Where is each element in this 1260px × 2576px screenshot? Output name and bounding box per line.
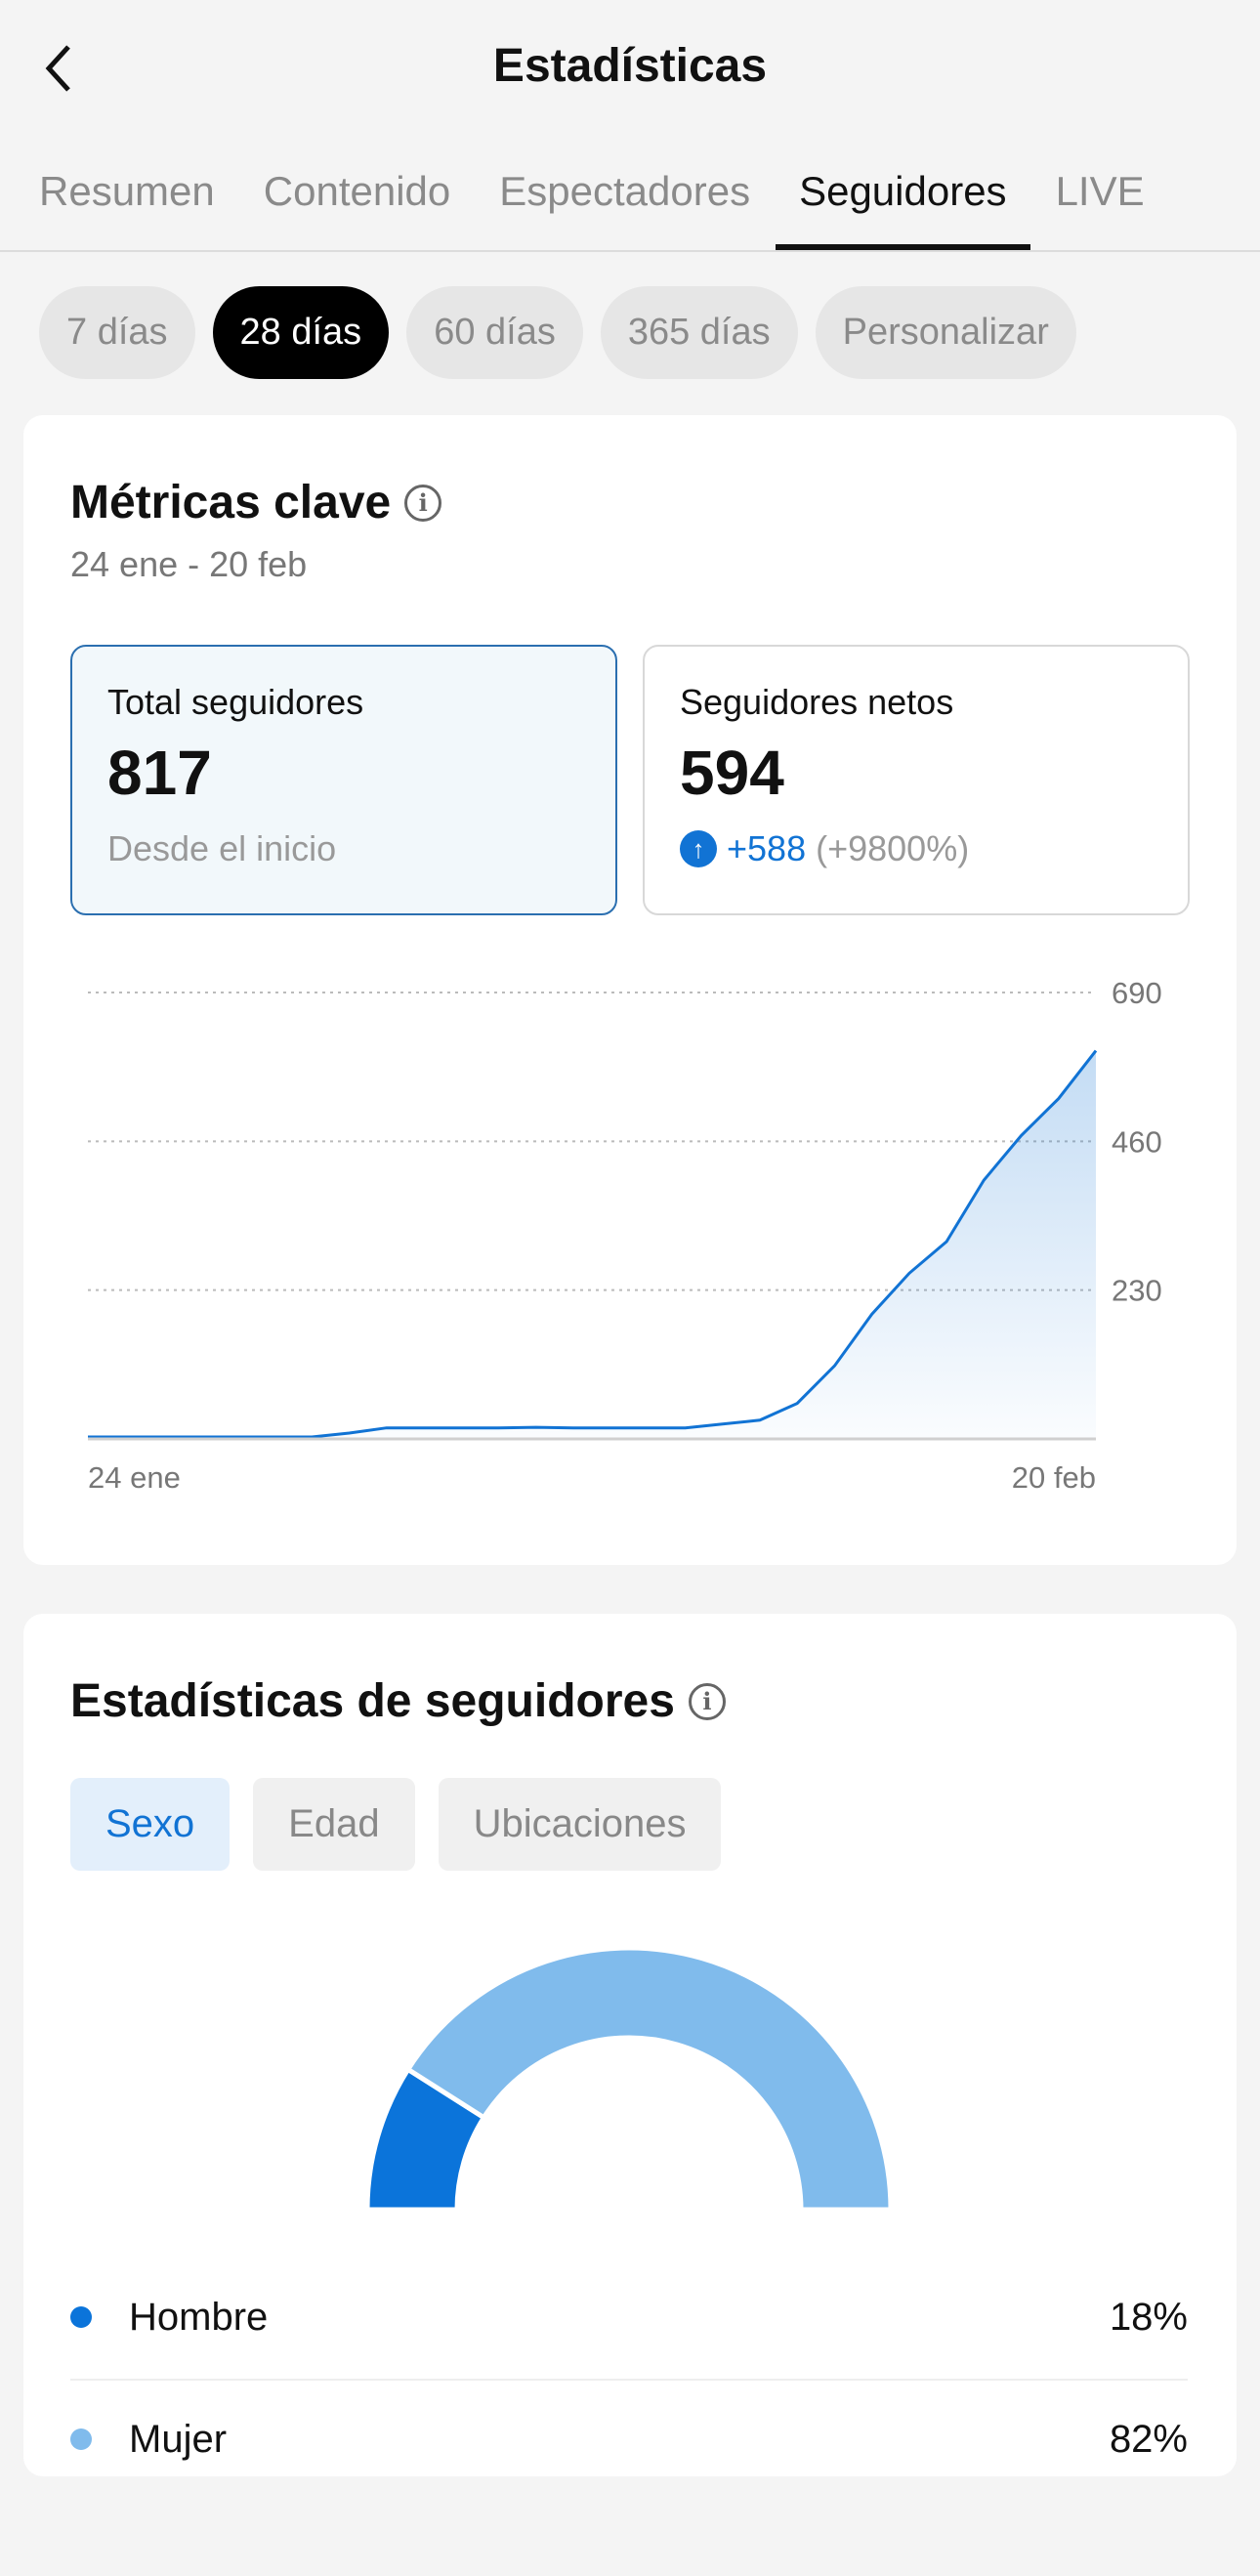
tab-ubicaciones[interactable]: Ubicaciones <box>438 1778 722 1871</box>
key-metrics-card: Métricas clave i 24 ene - 20 feb Total se… <box>23 415 1237 1565</box>
total-followers-box[interactable]: Total seguidores 817 Desde el inicio <box>70 645 617 915</box>
net-followers-label: Seguidores netos <box>680 682 954 722</box>
chip-custom[interactable]: Personalizar <box>815 286 1076 379</box>
page-title: Estadísticas <box>492 40 768 92</box>
key-metrics-title: Métricas clave <box>70 477 392 528</box>
y-tick-label: 230 <box>1112 1274 1162 1308</box>
net-delta: +588 <box>727 828 807 868</box>
chip-28-days[interactable]: 28 días <box>212 286 390 379</box>
info-icon[interactable]: i <box>404 484 442 522</box>
chart-line <box>88 1049 1098 1439</box>
tab-espectadores[interactable]: Espectadores <box>499 168 751 214</box>
chip-7-days[interactable]: 7 días <box>39 286 195 379</box>
x-tick-label: 20 feb <box>1012 1460 1096 1495</box>
legend-item-hombre: Hombre 18% <box>70 2259 1188 2376</box>
legend-item-mujer: Mujer 82% <box>70 2381 1188 2498</box>
mujer-dot <box>70 2428 92 2450</box>
back-arrow-icon[interactable] <box>39 39 88 98</box>
chip-60-days[interactable]: 60 días <box>406 286 583 379</box>
range-chips: 7 días 28 días 60 días 365 días Personal… <box>39 286 1231 379</box>
follower-stats-heading: Estadísticas de seguidores i <box>70 1674 726 1728</box>
legend-label: Mujer <box>129 2417 228 2461</box>
tab-seguidores[interactable]: Seguidores <box>776 164 1031 250</box>
follower-stats-title: Estadísticas de seguidores <box>70 1675 675 1727</box>
chart-area <box>88 1050 1096 1439</box>
tab-live[interactable]: LIVE <box>1055 168 1145 214</box>
section-tabs: Resumen Contenido Espectadores Seguidore… <box>39 164 1231 252</box>
donut-slice-mujer <box>404 1945 894 2213</box>
gender-donut-chart <box>364 1945 894 2213</box>
net-followers-value: 594 <box>680 738 784 808</box>
legend-pct: 18% <box>1109 2295 1188 2339</box>
followers-chart: 230 460 690 24 ene 20 feb <box>88 976 1162 1495</box>
x-tick-label: 24 ene <box>88 1460 181 1495</box>
hombre-dot <box>70 2306 92 2328</box>
total-followers-label: Total seguidores <box>107 682 364 722</box>
stats-tabs: Sexo Edad Ubicaciones <box>70 1778 722 1871</box>
tab-sexo[interactable]: Sexo <box>70 1778 231 1871</box>
info-icon[interactable]: i <box>688 1682 726 1720</box>
tab-edad[interactable]: Edad <box>253 1778 415 1871</box>
chip-365-days[interactable]: 365 días <box>600 286 798 379</box>
total-followers-sub: Desde el inicio <box>107 828 337 868</box>
tab-resumen[interactable]: Resumen <box>39 168 215 214</box>
legend-pct: 82% <box>1109 2417 1188 2461</box>
follower-stats-card: Estadísticas de seguidores i Sexo Edad Ub… <box>23 1614 1237 2476</box>
legend-label: Hombre <box>129 2295 269 2339</box>
divider <box>70 2379 1188 2381</box>
key-metrics-heading: Métricas clave i <box>70 476 442 529</box>
net-delta-pct: (+9800%) <box>816 828 970 868</box>
y-tick-label: 460 <box>1112 1124 1162 1159</box>
y-tick-label: 690 <box>1112 976 1162 1010</box>
tab-contenido[interactable]: Contenido <box>263 168 451 214</box>
divider <box>0 250 1260 252</box>
date-range: 24 ene - 20 feb <box>70 544 308 584</box>
net-followers-box[interactable]: Seguidores netos 594 ↑ +588 (+9800%) <box>643 645 1190 915</box>
arrow-up-icon: ↑ <box>680 830 717 867</box>
total-followers-value: 817 <box>107 738 212 808</box>
